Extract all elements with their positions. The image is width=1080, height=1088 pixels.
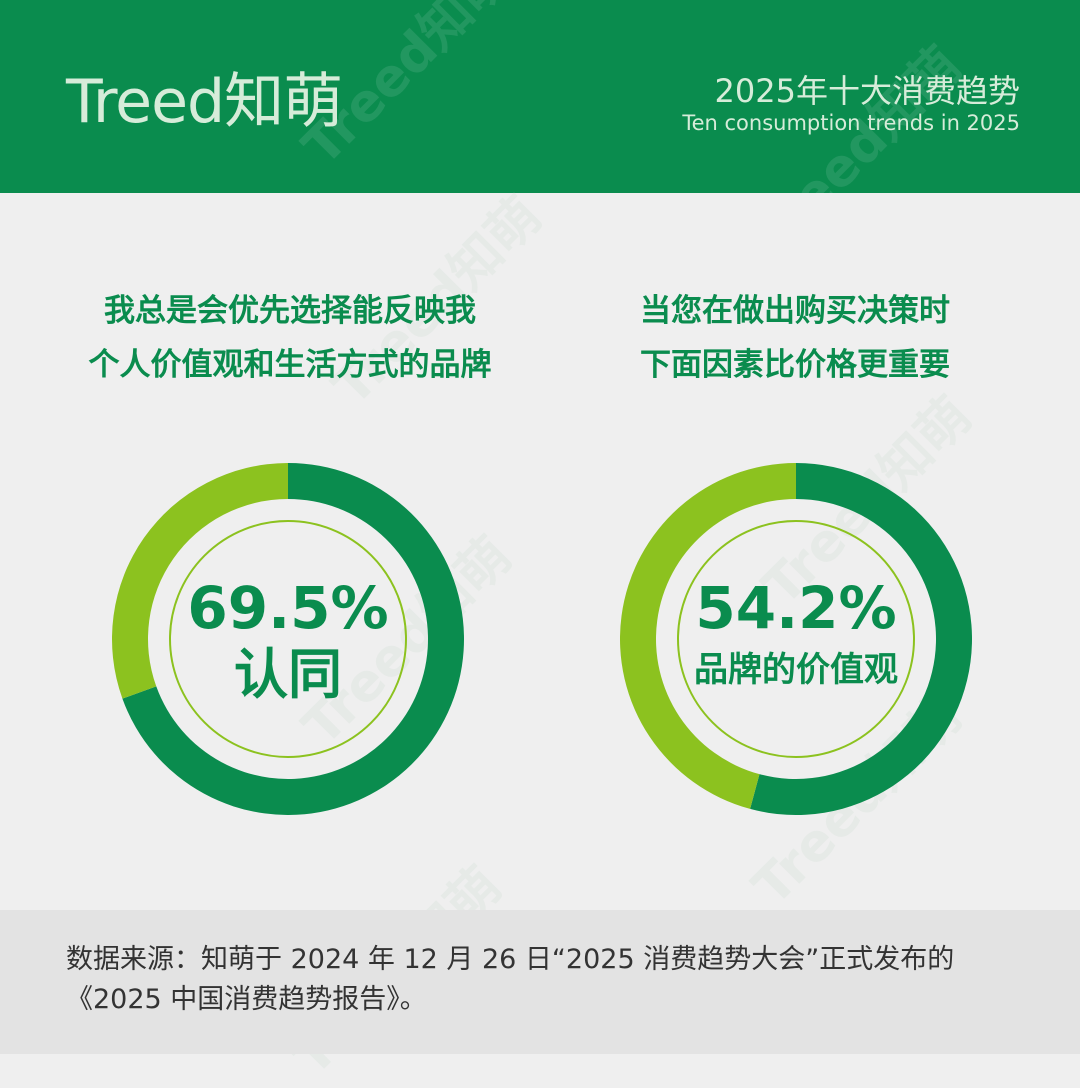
inner-ring bbox=[677, 520, 915, 758]
question-line: 当您在做出购买决策时 bbox=[640, 293, 950, 329]
donut-svg bbox=[620, 463, 972, 815]
donut-value: 69.5% bbox=[187, 574, 389, 642]
donut-label: 认同 bbox=[234, 643, 342, 706]
donut-label: 品牌的价值观 bbox=[694, 650, 898, 690]
donut-value: 54.2% bbox=[695, 574, 897, 642]
question-line: 我总是会优先选择能反映我 bbox=[104, 293, 476, 329]
question-line: 下面因素比价格更重要 bbox=[640, 347, 950, 383]
header-banner: Treed知萌 Treed知萌 Treed知萌 2025年十大消费趋势 Ten … bbox=[0, 0, 1080, 193]
donut-chart-2: 54.2% 品牌的价值观 bbox=[620, 463, 972, 815]
inner-ring bbox=[169, 520, 407, 758]
donut-chart-1: 69.5% 认同 bbox=[112, 463, 464, 815]
data-source-note: 数据来源：知萌于 2024 年 12 月 26 日“2025 消费趋势大会”正式… bbox=[66, 944, 955, 1015]
report-title: 2025年十大消费趋势 bbox=[714, 72, 1020, 110]
donut-segment-rest bbox=[620, 463, 796, 809]
donut-segment-main bbox=[750, 463, 972, 815]
donut-svg bbox=[112, 463, 464, 815]
footer: 数据来源：知萌于 2024 年 12 月 26 日“2025 消费趋势大会”正式… bbox=[0, 910, 1080, 1054]
donut-segment-rest bbox=[112, 463, 288, 699]
survey-question-2: 当您在做出购买决策时 下面因素比价格更重要 bbox=[530, 284, 1060, 392]
report-subtitle: Ten consumption trends in 2025 bbox=[682, 111, 1020, 135]
brand-logo: Treed知萌 bbox=[66, 67, 343, 137]
survey-question-1: 我总是会优先选择能反映我 个人价值观和生活方式的品牌 bbox=[30, 284, 550, 392]
question-line: 个人价值观和生活方式的品牌 bbox=[88, 347, 492, 383]
